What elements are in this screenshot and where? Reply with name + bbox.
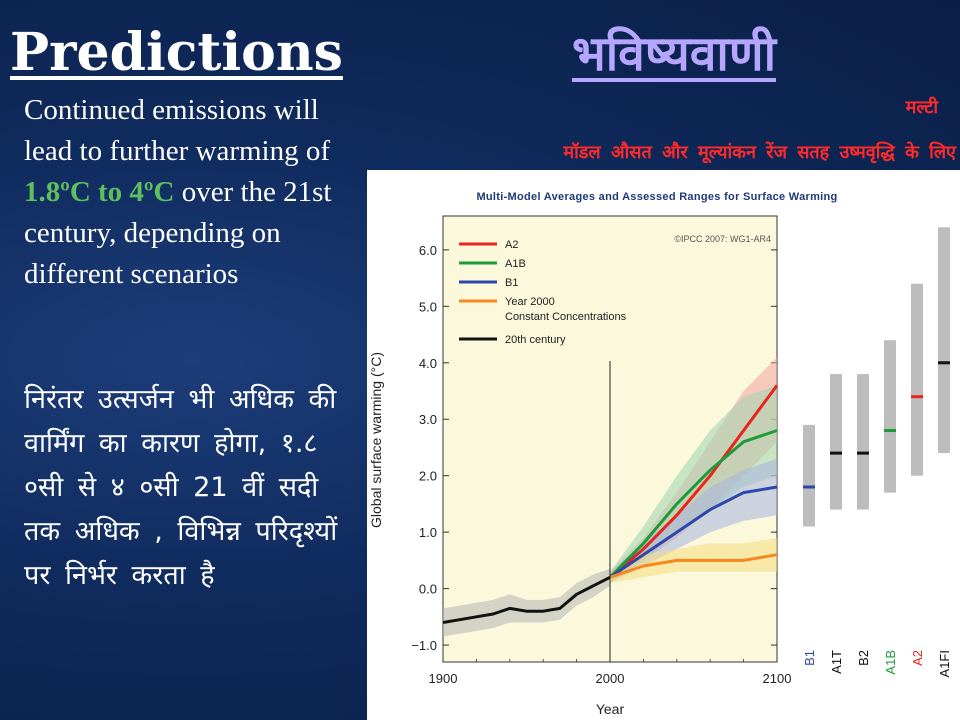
slide-title: Predictions (10, 22, 343, 83)
range-label: A1FI (937, 650, 952, 677)
range-best-estimate (803, 485, 815, 489)
warming-chart: Multi-Model Averages and Assessed Ranges… (368, 191, 952, 717)
range-bar (884, 340, 896, 493)
y-tick-label: 6.0 (419, 243, 437, 258)
y-tick-label: 4.0 (419, 356, 437, 371)
series-line (609, 553, 778, 579)
chart-caption-hindi-line-1: मल्टी (905, 97, 938, 118)
range-bar (857, 374, 869, 510)
chart-panel: Multi-Model Averages and Assessed Ranges… (367, 170, 960, 720)
warming-range-highlight: 1.8ºC to 4ºC (24, 176, 175, 208)
chart-caption-hindi-line-2: मॉडल औसत और मूल्यांकन रेंज सतह उष्मवृद्ध… (563, 142, 956, 163)
x-tick-label: 2100 (763, 671, 792, 686)
legend-label: 20th century (505, 334, 566, 346)
y-tick-label: 0.0 (419, 582, 437, 597)
range-bar (830, 374, 842, 510)
range-label: B1 (802, 650, 817, 666)
series-line (442, 575, 611, 624)
range-best-estimate (884, 429, 896, 433)
range-label: A1B (883, 650, 898, 675)
body-text-english: Continued emissions will lead to further… (24, 90, 354, 295)
series-line (609, 485, 778, 579)
range-label: A1T (829, 650, 844, 674)
range-label: B2 (856, 650, 871, 666)
range-best-estimate (857, 451, 869, 455)
y-tick-label: 3.0 (419, 412, 437, 427)
series-line (608, 429, 778, 579)
x-tick-label: 1900 (429, 671, 458, 686)
body-text-hindi: निरंतर उत्सर्जन भी अधिक की वार्मिंग का क… (24, 384, 338, 591)
range-bar (911, 283, 923, 476)
x-axis-label: Year (596, 701, 625, 717)
range-best-estimate (938, 361, 950, 365)
series-line (609, 384, 779, 579)
body-text-part-1: Continued emissions will lead to further… (24, 94, 331, 167)
slide-title-hindi: भविष्यवाणी (572, 26, 777, 82)
y-tick-label: 1.0 (419, 525, 437, 540)
y-tick-label: 5.0 (419, 299, 437, 314)
legend-label: A2 (505, 239, 518, 251)
legend-label: B1 (505, 277, 518, 289)
legend-label: Year 2000 (505, 296, 555, 308)
chart-credit: ©IPCC 2007: WG1-AR4 (674, 234, 771, 244)
chart-title: Multi-Model Averages and Assessed Ranges… (476, 191, 837, 203)
y-tick-label: 2.0 (419, 469, 437, 484)
series-band (443, 568, 610, 637)
x-tick-label: 2000 (596, 671, 625, 686)
range-bar (938, 227, 950, 454)
legend-label-cont: Constant Concentrations (505, 311, 627, 323)
body-text-part-2: over the 21st century, depending on diff… (24, 176, 332, 290)
y-tick-label: −1.0 (411, 638, 437, 653)
range-label: A2 (910, 650, 925, 666)
y-axis-label: Global surface warming (°C) (368, 352, 384, 528)
range-bar (803, 424, 815, 527)
range-best-estimate (830, 451, 842, 455)
legend-label: A1B (505, 258, 526, 270)
range-best-estimate (911, 395, 923, 399)
